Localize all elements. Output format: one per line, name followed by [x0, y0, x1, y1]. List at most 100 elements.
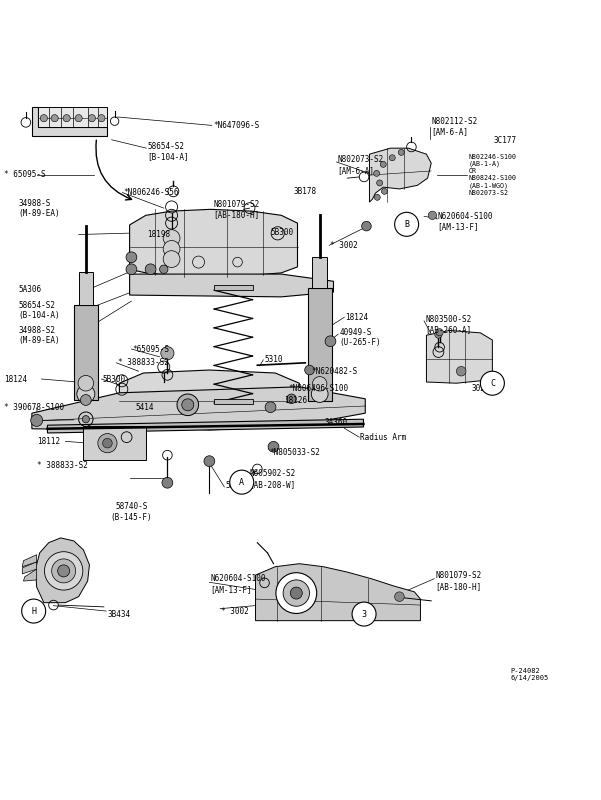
Text: * 3002: * 3002	[221, 606, 249, 615]
Text: N801079-S2
[AB-180-H]: N801079-S2 [AB-180-H]	[213, 200, 260, 220]
Circle shape	[40, 114, 47, 122]
Bar	[213, 399, 253, 404]
Circle shape	[325, 336, 336, 346]
Text: 5310: 5310	[264, 355, 283, 364]
Circle shape	[398, 150, 404, 155]
Polygon shape	[35, 538, 90, 602]
Text: 3B178: 3B178	[293, 187, 317, 196]
Text: N802112-S2
[AM-6-A]: N802112-S2 [AM-6-A]	[431, 117, 477, 136]
Circle shape	[126, 252, 137, 262]
Text: 5B300: 5B300	[103, 374, 126, 383]
Circle shape	[276, 573, 317, 614]
Circle shape	[456, 366, 466, 376]
Text: 18124: 18124	[346, 313, 368, 322]
Circle shape	[265, 402, 276, 413]
Text: B: B	[404, 220, 409, 229]
Circle shape	[77, 385, 95, 403]
Text: 34988-S
(M-89-EA): 34988-S (M-89-EA)	[19, 199, 60, 218]
Circle shape	[182, 399, 194, 410]
Text: P-24082
6/14/2005: P-24082 6/14/2005	[510, 668, 549, 681]
Circle shape	[287, 394, 296, 403]
Text: H: H	[31, 606, 36, 615]
Circle shape	[161, 346, 174, 360]
Bar	[308, 289, 332, 401]
Circle shape	[160, 265, 168, 274]
Polygon shape	[427, 330, 492, 383]
Text: 58654-S2
(B-104-A): 58654-S2 (B-104-A)	[19, 301, 60, 320]
Circle shape	[305, 366, 314, 375]
Text: N801079-S2
[AB-180-H]: N801079-S2 [AB-180-H]	[435, 571, 481, 590]
Circle shape	[352, 602, 376, 626]
Polygon shape	[32, 107, 108, 136]
Circle shape	[82, 415, 90, 422]
Text: 5A307: 5A307	[225, 481, 249, 490]
Bar	[313, 258, 327, 289]
Text: 18198: 18198	[148, 230, 171, 239]
Circle shape	[230, 470, 254, 494]
Circle shape	[126, 264, 137, 274]
Circle shape	[429, 211, 436, 219]
Circle shape	[377, 180, 383, 186]
Circle shape	[63, 114, 70, 122]
Circle shape	[389, 154, 395, 161]
Text: 3020: 3020	[472, 384, 490, 393]
Bar	[79, 272, 93, 306]
Text: 58740-S
(B-145-F): 58740-S (B-145-F)	[111, 502, 152, 522]
Text: Radius Arm: Radius Arm	[361, 433, 407, 442]
Text: *N805033-S2: *N805033-S2	[269, 448, 320, 457]
Circle shape	[98, 434, 117, 453]
Text: 5A306: 5A306	[19, 285, 42, 294]
Circle shape	[374, 170, 380, 176]
Text: * 388833-S2: * 388833-S2	[37, 461, 88, 470]
Circle shape	[395, 212, 419, 236]
Circle shape	[22, 599, 46, 623]
Polygon shape	[23, 569, 37, 581]
Text: A: A	[239, 478, 244, 486]
Circle shape	[480, 371, 504, 395]
Circle shape	[75, 114, 82, 122]
Circle shape	[380, 162, 386, 167]
Circle shape	[44, 552, 83, 590]
Text: 5414: 5414	[136, 403, 154, 412]
Circle shape	[362, 222, 371, 231]
Text: * 390678-S100: * 390678-S100	[4, 403, 64, 412]
Text: 3: 3	[362, 610, 367, 618]
Text: 3A360: 3A360	[325, 418, 347, 426]
Text: N605902-S2
[AB-208-W]: N605902-S2 [AB-208-W]	[249, 470, 296, 489]
Circle shape	[290, 587, 302, 599]
Text: N802073-S2
[AM-6-A]: N802073-S2 [AM-6-A]	[338, 155, 384, 174]
Circle shape	[163, 250, 180, 267]
Circle shape	[103, 438, 112, 448]
Text: *N806246-S56: *N806246-S56	[124, 188, 179, 197]
Circle shape	[283, 580, 310, 606]
Text: N620604-S100
[AM-13-F]: N620604-S100 [AM-13-F]	[437, 212, 493, 231]
Polygon shape	[370, 148, 431, 202]
Text: 40949-S
(U-265-F): 40949-S (U-265-F)	[340, 328, 381, 347]
Polygon shape	[120, 370, 299, 430]
Text: 18112: 18112	[37, 437, 59, 446]
Text: *N647096-S: *N647096-S	[213, 121, 260, 130]
Circle shape	[51, 114, 58, 122]
Circle shape	[52, 559, 76, 583]
Polygon shape	[22, 562, 37, 574]
Circle shape	[436, 329, 443, 336]
Circle shape	[163, 241, 180, 258]
Polygon shape	[84, 426, 146, 460]
Circle shape	[311, 386, 328, 402]
Circle shape	[395, 592, 404, 602]
Polygon shape	[47, 419, 364, 433]
Text: * 65095-S: * 65095-S	[4, 170, 45, 179]
Text: N802246-S100
(AB-1-A)
OR
N808242-S100
(AB-1-WGO)
N802073-S2: N802246-S100 (AB-1-A) OR N808242-S100 (A…	[468, 154, 516, 195]
Circle shape	[268, 442, 279, 452]
Text: 18124: 18124	[4, 374, 27, 383]
Text: C: C	[490, 378, 495, 388]
Circle shape	[313, 377, 327, 391]
Text: N620604-S100
[AM-13-F]: N620604-S100 [AM-13-F]	[210, 574, 266, 594]
Circle shape	[435, 331, 442, 338]
Text: * 3002: * 3002	[331, 241, 358, 250]
Bar	[213, 286, 253, 290]
Circle shape	[374, 194, 380, 200]
Text: 58654-S2
[B-104-A]: 58654-S2 [B-104-A]	[148, 142, 189, 162]
Circle shape	[204, 456, 215, 466]
Circle shape	[162, 478, 172, 488]
